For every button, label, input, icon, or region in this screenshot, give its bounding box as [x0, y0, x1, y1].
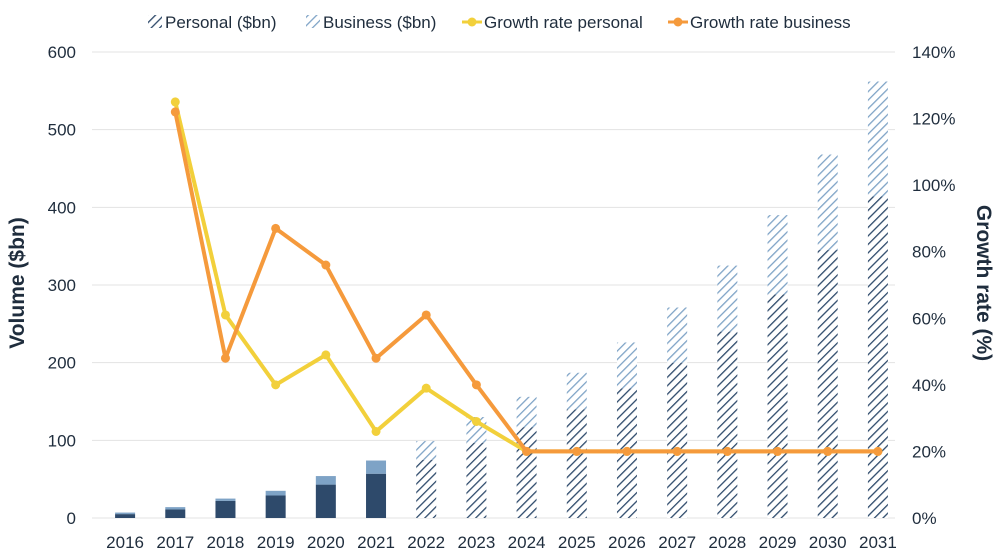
x-tick-label: 2028: [708, 533, 746, 552]
x-tick-label: 2024: [508, 533, 546, 552]
bar-personal: [717, 331, 738, 518]
bar-business: [667, 307, 688, 363]
point-growth-business: [170, 107, 180, 117]
legend-growth-business-marker: [673, 17, 683, 27]
legend-growth-personal-label: Growth rate personal: [484, 13, 643, 32]
y-tick-label: 500: [48, 121, 76, 140]
point-growth-business: [321, 260, 331, 270]
point-growth-business: [722, 446, 732, 456]
x-tick-label: 2029: [759, 533, 797, 552]
legend-growth-personal-marker: [467, 17, 477, 27]
x-tick-label: 2031: [859, 533, 897, 552]
y2-tick-label: 80%: [912, 243, 946, 262]
bar-personal: [115, 514, 136, 518]
bar-personal: [416, 459, 437, 518]
bar-personal: [366, 473, 387, 518]
point-growth-personal: [220, 310, 230, 320]
bar-business: [215, 498, 236, 501]
point-growth-personal: [170, 97, 180, 107]
point-growth-business: [522, 446, 532, 456]
bar-business: [867, 81, 888, 197]
bar-personal: [265, 495, 286, 518]
legend: Personal ($bn) Business ($bn) Growth rate …: [148, 13, 851, 32]
x-tick-label: 2030: [809, 533, 847, 552]
y-tick-label: 400: [48, 198, 76, 217]
bar-personal: [315, 484, 336, 518]
x-tick-label: 2019: [257, 533, 295, 552]
point-growth-business: [271, 223, 281, 233]
bar-business: [416, 441, 437, 460]
point-growth-business: [220, 353, 230, 363]
bar-business: [767, 215, 788, 295]
point-growth-personal: [371, 426, 381, 436]
x-tick-label: 2026: [608, 533, 646, 552]
x-tick-label: 2018: [207, 533, 245, 552]
y2-tick-label: 60%: [912, 309, 946, 328]
point-growth-business: [371, 353, 381, 363]
legend-growth-business-label: Growth rate business: [690, 13, 851, 32]
point-growth-personal: [421, 383, 431, 393]
bar-personal: [667, 362, 688, 518]
y-tick-label: 600: [48, 43, 76, 62]
bar-business: [366, 460, 387, 474]
point-growth-personal: [321, 350, 331, 360]
y2-axis-title: Growth rate (%): [972, 205, 995, 361]
point-growth-business: [471, 380, 481, 390]
point-growth-business: [823, 446, 833, 456]
y2-tick-label: 120%: [912, 110, 955, 129]
legend-business-swatch: [306, 15, 320, 28]
bar-business: [165, 507, 186, 510]
y-tick-label: 200: [48, 354, 76, 373]
point-growth-business: [622, 446, 632, 456]
x-tick-label: 2023: [457, 533, 495, 552]
bar-business: [717, 265, 738, 332]
point-growth-business: [873, 446, 883, 456]
y2-tick-label: 100%: [912, 176, 955, 195]
bar-personal: [215, 500, 236, 518]
y-tick-label: 0: [67, 509, 76, 528]
bar-business: [516, 396, 537, 428]
point-growth-business: [421, 310, 431, 320]
legend-business-label: Business ($bn): [323, 13, 436, 32]
y2-tick-label: 0%: [912, 509, 937, 528]
bar-personal: [867, 196, 888, 518]
y2-tick-label: 20%: [912, 442, 946, 461]
x-tick-label: 2016: [106, 533, 144, 552]
bar-business: [817, 154, 838, 251]
y-tick-label: 300: [48, 276, 76, 295]
bar-business: [315, 476, 336, 485]
bar-personal: [817, 250, 838, 519]
bar-business: [616, 342, 637, 389]
point-growth-business: [773, 446, 783, 456]
point-growth-business: [572, 446, 582, 456]
x-tick-label: 2017: [156, 533, 194, 552]
x-tick-label: 2027: [658, 533, 696, 552]
x-tick-label: 2021: [357, 533, 395, 552]
x-tick-label: 2020: [307, 533, 345, 552]
y-axis-title: Volume ($bn): [6, 217, 29, 348]
x-tick-label: 2025: [558, 533, 596, 552]
point-growth-personal: [271, 380, 281, 390]
y-tick-label: 100: [48, 431, 76, 450]
bar-personal: [767, 294, 788, 518]
bar-personal: [466, 442, 487, 518]
bar-business: [115, 512, 136, 515]
x-tick-label: 2022: [407, 533, 445, 552]
y2-tick-label: 40%: [912, 376, 946, 395]
bar-business: [566, 372, 587, 410]
bar-business: [265, 490, 286, 496]
point-growth-business: [672, 446, 682, 456]
legend-personal-label: Personal ($bn): [165, 13, 277, 32]
point-growth-personal: [471, 416, 481, 426]
y2-tick-label: 140%: [912, 43, 955, 62]
bar-personal: [566, 409, 587, 518]
bar-personal: [165, 509, 186, 518]
legend-personal-swatch: [148, 15, 162, 28]
